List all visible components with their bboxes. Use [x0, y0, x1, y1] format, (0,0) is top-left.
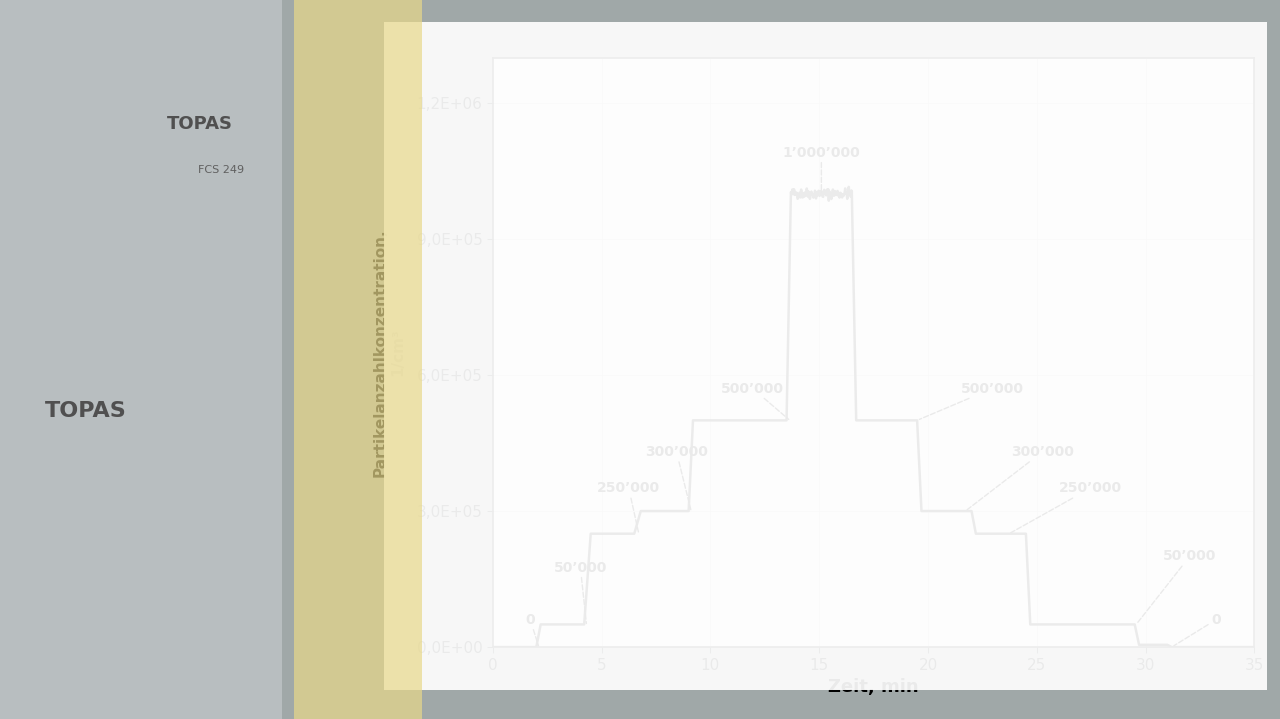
Text: 500’000: 500’000 — [722, 382, 788, 419]
Text: 50’000: 50’000 — [554, 561, 607, 623]
Text: TOPAS: TOPAS — [166, 116, 233, 134]
Text: 250’000: 250’000 — [1011, 481, 1121, 533]
Text: 1’000’000: 1’000’000 — [782, 146, 860, 192]
Text: 500’000: 500’000 — [919, 382, 1024, 419]
Text: 300’000: 300’000 — [968, 445, 1074, 510]
Text: 50’000: 50’000 — [1137, 549, 1216, 623]
Text: 300’000: 300’000 — [645, 445, 708, 510]
Text: TOPAS: TOPAS — [45, 401, 127, 421]
Text: FCS 249: FCS 249 — [198, 165, 244, 175]
Text: 0: 0 — [1174, 613, 1221, 646]
Y-axis label: Partikelanzahlkonzentration,
1/cm³: Partikelanzahlkonzentration, 1/cm³ — [372, 228, 406, 477]
Text: 0: 0 — [526, 613, 539, 646]
Text: 250’000: 250’000 — [598, 481, 660, 533]
X-axis label: Zeit, min: Zeit, min — [828, 678, 919, 696]
